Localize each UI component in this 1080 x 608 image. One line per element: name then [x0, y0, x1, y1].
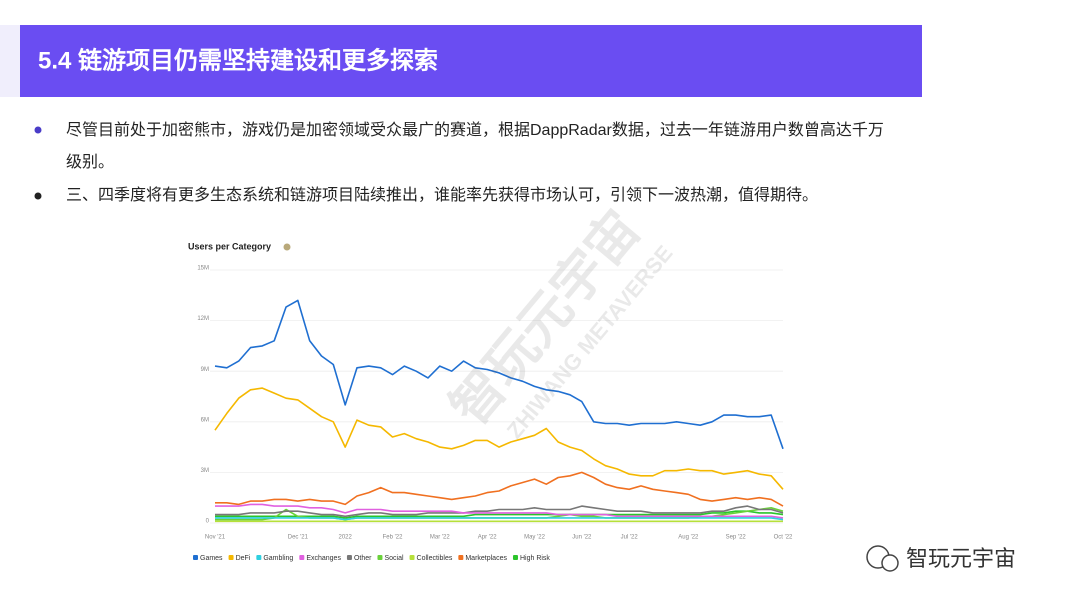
y-tick-label: 0 — [206, 519, 210, 525]
legend-label: Social — [384, 555, 404, 562]
x-tick-label: Jun '22 — [572, 535, 592, 541]
bullet-text: 级别。 — [66, 153, 114, 171]
legend-swatch — [377, 555, 383, 560]
x-tick-label: Dec '21 — [288, 535, 309, 541]
legend-label: Marketplaces — [465, 555, 507, 562]
legend-label: High Risk — [520, 555, 550, 562]
series-line — [214, 387, 784, 490]
legend-label: Exchanges — [306, 555, 341, 562]
series-line — [214, 299, 784, 450]
legend-label: Games — [200, 555, 223, 562]
legend-swatch — [409, 555, 415, 560]
x-tick-label: Feb '22 — [383, 535, 403, 541]
series-line — [215, 503, 784, 519]
header-title: 5.4 链游项目仍需坚持建设和更多探索 — [38, 46, 438, 74]
series-line — [215, 505, 784, 518]
legend-label: Gambling — [263, 555, 293, 562]
x-tick-label: 2022 — [338, 535, 352, 541]
legend-swatch — [193, 555, 198, 560]
bullet-dot — [34, 126, 42, 134]
legend-swatch — [346, 555, 352, 560]
legend-label: Collectibles — [417, 555, 453, 562]
x-tick-label: May '22 — [524, 535, 545, 541]
legend-swatch — [228, 555, 234, 560]
bullet-text: 三、四季度将有更多生态系统和链游项目陆续推出，谁能率先获得市场认可，引领下一波热… — [66, 186, 818, 204]
y-tick-label: 3M — [201, 468, 209, 474]
legend-swatch — [299, 555, 305, 560]
x-tick-label: Mar '22 — [430, 535, 450, 541]
x-tick-label: Nov '21 — [205, 535, 226, 541]
plot: 0 3M 6M 9M 12M 15M Nov '21 Dec '21 2022 Feb '22 Ma… — [193, 266, 793, 562]
legend-swatch — [256, 555, 262, 560]
header-bar — [20, 25, 922, 97]
series-line — [215, 471, 784, 507]
y-tick-label: 12M — [197, 316, 209, 322]
legend-label: DeFi — [236, 555, 251, 562]
legend-swatch — [458, 555, 464, 560]
bullet-text: 尽管目前处于加密熊市，游戏仍是加密领域受众最广的赛道，根据DappRadar数据… — [66, 120, 884, 139]
y-tick-label: 15M — [197, 266, 209, 272]
footer-brand: 智玩元宇宙 — [906, 546, 1016, 571]
wechat-icon — [881, 554, 899, 572]
x-tick-label: Sep '22 — [726, 535, 747, 541]
y-tick-label: 9M — [201, 367, 209, 373]
series-line — [215, 510, 784, 519]
x-tick-label: Oct '22 — [774, 535, 793, 541]
legend-label: Other — [354, 555, 372, 562]
x-tick-label: Aug '22 — [678, 535, 699, 541]
series-line — [215, 517, 784, 521]
x-tick-label: Apr '22 — [478, 535, 497, 541]
chart-title: Users per Category — [188, 241, 271, 251]
bullet-dot — [34, 192, 42, 200]
legend-swatch — [512, 555, 518, 560]
help-icon — [283, 243, 291, 251]
x-tick-label: Jul '22 — [621, 535, 639, 541]
y-tick-label: 6M — [201, 417, 209, 423]
